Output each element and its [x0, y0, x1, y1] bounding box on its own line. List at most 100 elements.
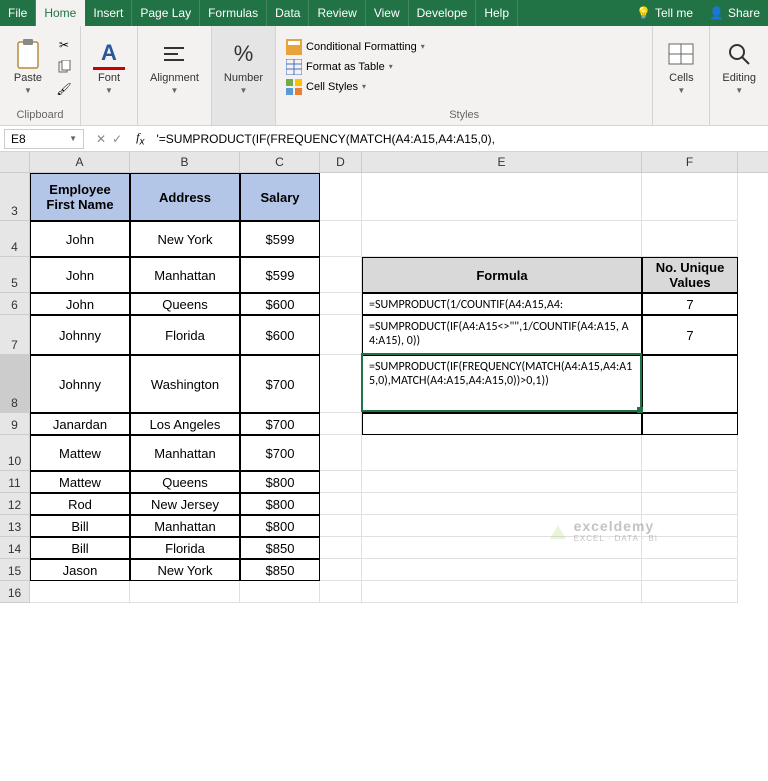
cell-A14[interactable]: Bill: [30, 537, 130, 559]
format-painter-button[interactable]: 🖌: [54, 79, 74, 99]
tell-me[interactable]: 💡 Tell me: [628, 0, 701, 26]
cell-B11[interactable]: Queens: [130, 471, 240, 493]
cell-C14[interactable]: $850: [240, 537, 320, 559]
cell-styles-button[interactable]: Cell Styles ▾: [282, 78, 429, 96]
tab-formulas[interactable]: Formulas: [200, 0, 267, 26]
cell-D3[interactable]: [320, 173, 362, 221]
row-header[interactable]: 10: [0, 435, 30, 471]
cell-B6[interactable]: Queens: [130, 293, 240, 315]
tab-page-layout[interactable]: Page Lay: [132, 0, 200, 26]
row-header[interactable]: 6: [0, 293, 30, 315]
row-header[interactable]: 9: [0, 413, 30, 435]
cells-button[interactable]: Cells ▼: [659, 36, 703, 97]
row-header[interactable]: 15: [0, 559, 30, 581]
cell-B3[interactable]: Address: [130, 173, 240, 221]
cell-D11[interactable]: [320, 471, 362, 493]
tab-data[interactable]: Data: [267, 0, 309, 26]
cell-C5[interactable]: $599: [240, 257, 320, 293]
cell-B8[interactable]: Washington: [130, 355, 240, 413]
cell-D10[interactable]: [320, 435, 362, 471]
cell-A16[interactable]: [30, 581, 130, 603]
tab-developer[interactable]: Develope: [409, 0, 477, 26]
cell-F15[interactable]: [642, 559, 738, 581]
name-box[interactable]: E8 ▼: [4, 129, 84, 149]
cell-D15[interactable]: [320, 559, 362, 581]
cell-C8[interactable]: $700: [240, 355, 320, 413]
cell-C11[interactable]: $800: [240, 471, 320, 493]
cell-E12[interactable]: [362, 493, 642, 515]
font-button[interactable]: A Font ▼: [87, 36, 131, 97]
cell-E8[interactable]: =SUMPRODUCT(IF(FREQUENCY(MATCH(A4:A15,A4…: [362, 355, 642, 413]
cell-A5[interactable]: John: [30, 257, 130, 293]
cut-button[interactable]: ✂: [54, 35, 74, 55]
copy-button[interactable]: [54, 57, 74, 77]
cell-C6[interactable]: $600: [240, 293, 320, 315]
row-header[interactable]: 12: [0, 493, 30, 515]
tab-view[interactable]: View: [366, 0, 409, 26]
cell-E9[interactable]: [362, 413, 642, 435]
col-header-B[interactable]: B: [130, 152, 240, 172]
number-button[interactable]: % Number ▼: [218, 36, 269, 97]
format-as-table-button[interactable]: Format as Table ▾: [282, 58, 429, 76]
tab-help[interactable]: Help: [476, 0, 518, 26]
alignment-button[interactable]: Alignment ▼: [144, 36, 205, 97]
cell-B16[interactable]: [130, 581, 240, 603]
cell-D5[interactable]: [320, 257, 362, 293]
cell-B14[interactable]: Florida: [130, 537, 240, 559]
enter-formula-button[interactable]: ✓: [112, 132, 122, 146]
cell-D13[interactable]: [320, 515, 362, 537]
fx-icon[interactable]: fx: [130, 130, 150, 147]
cell-F7[interactable]: 7: [642, 315, 738, 355]
row-header[interactable]: 11: [0, 471, 30, 493]
formula-input[interactable]: [150, 130, 768, 148]
cell-C12[interactable]: $800: [240, 493, 320, 515]
select-all-corner[interactable]: [0, 152, 30, 172]
row-header[interactable]: 14: [0, 537, 30, 559]
cell-A12[interactable]: Rod: [30, 493, 130, 515]
row-header[interactable]: 8: [0, 355, 30, 413]
cell-A7[interactable]: Johnny: [30, 315, 130, 355]
paste-button[interactable]: Paste ▼: [6, 36, 50, 97]
cell-A8[interactable]: Johnny: [30, 355, 130, 413]
cell-E15[interactable]: [362, 559, 642, 581]
cell-C15[interactable]: $850: [240, 559, 320, 581]
cell-A15[interactable]: Jason: [30, 559, 130, 581]
col-header-E[interactable]: E: [362, 152, 642, 172]
cell-C3[interactable]: Salary: [240, 173, 320, 221]
cell-A9[interactable]: Janardan: [30, 413, 130, 435]
cell-D8[interactable]: [320, 355, 362, 413]
cell-F4[interactable]: [642, 221, 738, 257]
cell-D12[interactable]: [320, 493, 362, 515]
col-header-A[interactable]: A: [30, 152, 130, 172]
cell-B7[interactable]: Florida: [130, 315, 240, 355]
cell-F3[interactable]: [642, 173, 738, 221]
cell-B4[interactable]: New York: [130, 221, 240, 257]
row-header[interactable]: 7: [0, 315, 30, 355]
cell-F10[interactable]: [642, 435, 738, 471]
row-header[interactable]: 3: [0, 173, 30, 221]
cell-B9[interactable]: Los Angeles: [130, 413, 240, 435]
cell-E6[interactable]: =SUMPRODUCT(1/COUNTIF(A4:A15,A4:: [362, 293, 642, 315]
cell-E10[interactable]: [362, 435, 642, 471]
share-button[interactable]: 👤 Share: [701, 0, 768, 26]
cell-C7[interactable]: $600: [240, 315, 320, 355]
cell-B12[interactable]: New Jersey: [130, 493, 240, 515]
row-header[interactable]: 5: [0, 257, 30, 293]
cell-A11[interactable]: Mattew: [30, 471, 130, 493]
cell-B13[interactable]: Manhattan: [130, 515, 240, 537]
cell-D7[interactable]: [320, 315, 362, 355]
cell-C10[interactable]: $700: [240, 435, 320, 471]
tab-insert[interactable]: Insert: [85, 0, 132, 26]
cell-A13[interactable]: Bill: [30, 515, 130, 537]
conditional-formatting-button[interactable]: Conditional Formatting ▾: [282, 38, 429, 56]
cell-E11[interactable]: [362, 471, 642, 493]
tab-file[interactable]: File: [0, 0, 36, 26]
cell-F16[interactable]: [642, 581, 738, 603]
tab-review[interactable]: Review: [309, 0, 365, 26]
col-header-F[interactable]: F: [642, 152, 738, 172]
cell-D4[interactable]: [320, 221, 362, 257]
cell-B5[interactable]: Manhattan: [130, 257, 240, 293]
col-header-C[interactable]: C: [240, 152, 320, 172]
cell-E16[interactable]: [362, 581, 642, 603]
editing-button[interactable]: Editing ▼: [716, 36, 762, 97]
